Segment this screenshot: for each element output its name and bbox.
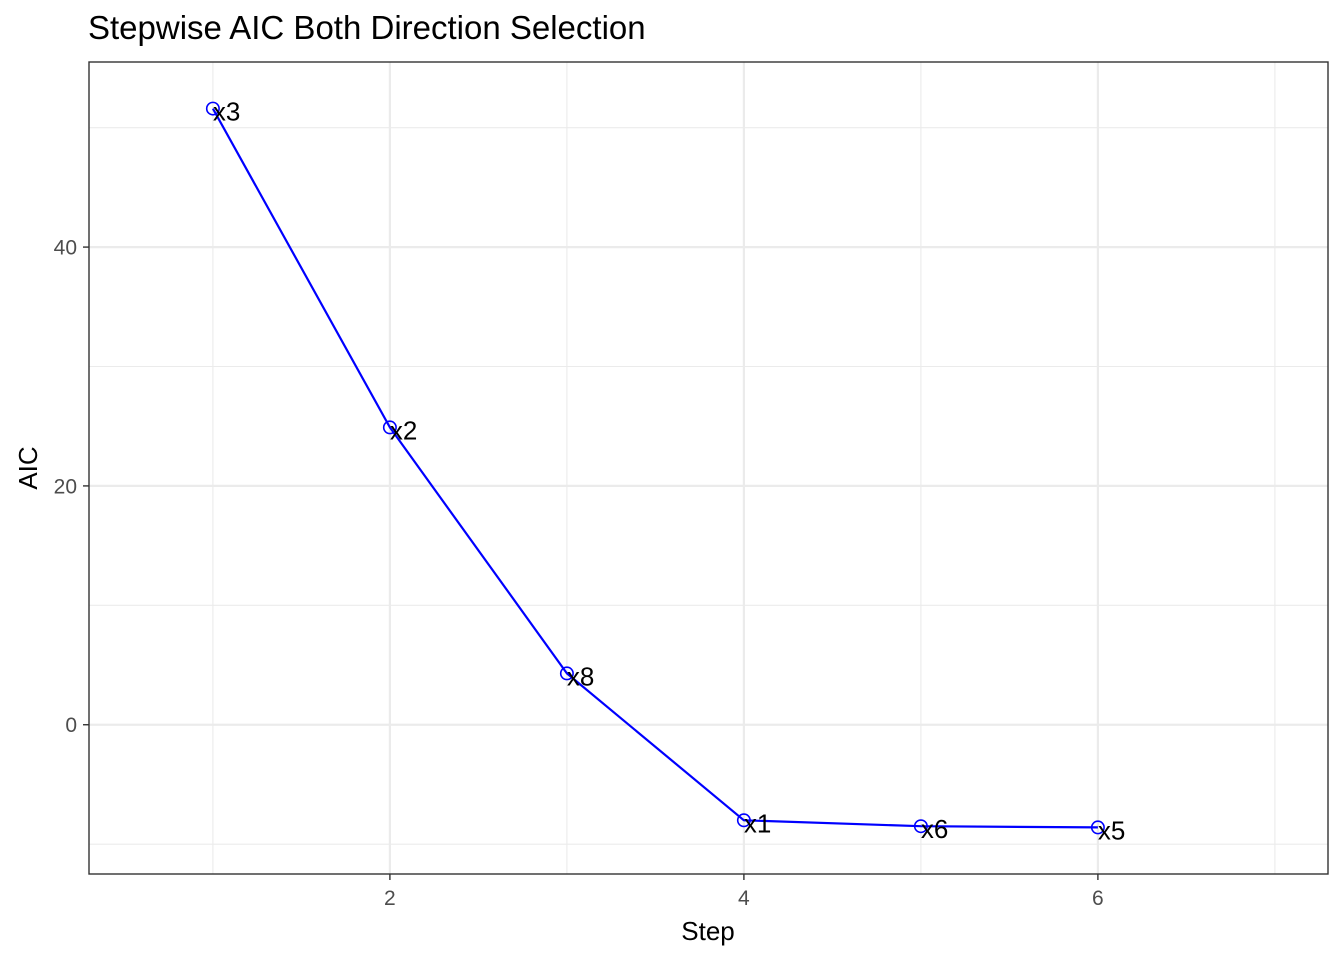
y-tick-label: 40	[54, 237, 77, 260]
point-label: x6	[921, 814, 948, 844]
series-line	[211, 108, 1098, 829]
data-point	[913, 819, 928, 834]
y-axis-title: AIC	[13, 446, 43, 489]
point-label: x1	[744, 808, 771, 838]
data-point	[382, 420, 397, 435]
x-tick-label: 6	[1092, 887, 1104, 910]
point-label: x8	[567, 661, 594, 691]
x-axis-title: Step	[681, 916, 735, 946]
data-point	[736, 813, 751, 828]
y-tick-label: 0	[65, 714, 77, 737]
point-label: x2	[390, 415, 417, 445]
panel-border	[88, 61, 1329, 875]
x-tick-label: 2	[384, 887, 396, 910]
point-label: x3	[213, 97, 240, 127]
data-point	[205, 101, 220, 116]
x-tick-label: 4	[738, 887, 750, 910]
y-tick-label: 20	[54, 475, 77, 498]
point-labels: x3 x2 x8 x1 x6 x5	[213, 97, 1125, 846]
data-series	[205, 101, 1105, 835]
chart-title: Stepwise AIC Both Direction Selection	[88, 9, 646, 46]
point-label: x5	[1098, 815, 1125, 845]
axes: 2 4 6 0 20 40	[54, 237, 1104, 910]
data-point	[559, 666, 574, 681]
data-point	[1090, 820, 1105, 835]
grid-lines	[89, 62, 1328, 874]
